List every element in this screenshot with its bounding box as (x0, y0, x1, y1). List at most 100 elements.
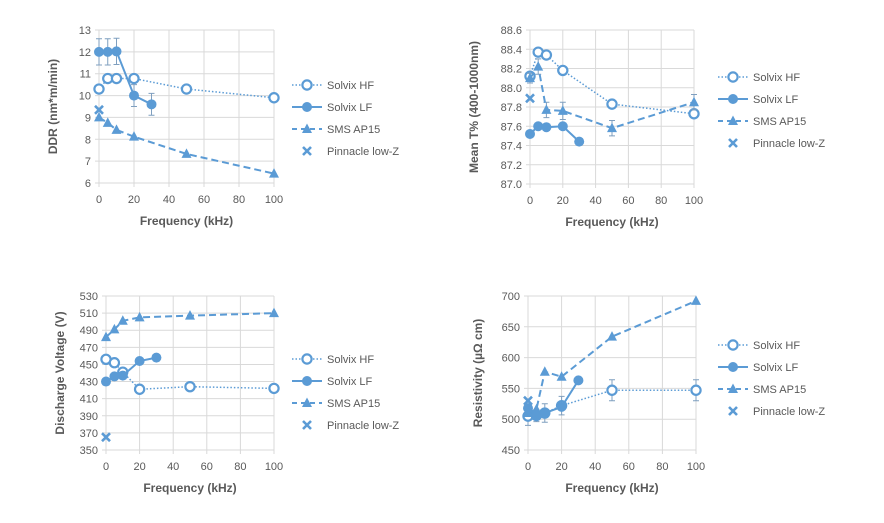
data-point (110, 72, 123, 85)
legend-marker (727, 339, 739, 351)
legend-label: Solvix LF (327, 102, 373, 114)
y-tick-label: 87.2 (501, 160, 522, 172)
x-tick-label: 0 (103, 461, 109, 473)
data-point (101, 432, 111, 443)
legend-label: Solvix LF (327, 376, 373, 388)
legend-marker (302, 146, 312, 156)
x-tick-label: 80 (655, 195, 667, 207)
data-point (523, 395, 533, 406)
y-tick-label: 490 (80, 325, 98, 337)
data-point (101, 331, 111, 342)
legend-item: Solvix HF (718, 339, 800, 352)
data-point (690, 384, 702, 396)
series-sms-ap15 (525, 58, 699, 137)
tick-labels: 6 7 8 9 10 11 12 13 0 20 40 60 80 100 (79, 25, 283, 206)
x-tick-label: 0 (96, 194, 102, 206)
data-point (268, 382, 280, 395)
data-point (111, 46, 122, 57)
data-point (525, 128, 535, 139)
legend-item: Solvix LF (718, 362, 799, 374)
x-axis-title: Frequency (kHz) (143, 481, 236, 495)
y-tick-label: 350 (80, 445, 98, 457)
y-tick-label: 13 (79, 25, 91, 37)
x-tick-label: 100 (265, 461, 283, 473)
data-point (574, 136, 585, 147)
data-point (102, 46, 113, 57)
data-point (531, 403, 542, 414)
y-tick-label: 600 (502, 353, 520, 365)
y-tick-label: 8 (85, 134, 91, 146)
gridlines (526, 29, 695, 188)
legend-item: Solvix HF (718, 71, 800, 84)
y-tick-label: 11 (80, 69, 91, 81)
data-point (539, 366, 550, 376)
x-tick-label: 40 (163, 194, 175, 206)
y-tick-label: 88.4 (501, 44, 522, 56)
legend-label: SMS AP15 (753, 116, 806, 128)
x-tick-label: 0 (525, 461, 531, 473)
y-axis-title: Mean T% (400-1000nm) (467, 41, 481, 173)
legend-marker (728, 362, 738, 372)
x-tick-label: 40 (589, 195, 601, 207)
legend-marker (728, 115, 738, 125)
data-point (185, 310, 195, 320)
x-axis-title: Frequency (kHz) (565, 215, 658, 229)
data-point (540, 49, 553, 61)
tick-labels: 87.0 87.2 87.4 87.6 87.8 88.0 88.2 88.4 88.6 0 20 4… (501, 25, 704, 207)
chart-discharge-voltage-svg: 350 370 390 410 430 450 470 490 510 530 0 20 40 60 80 1… (53, 291, 399, 495)
y-tick-label: 450 (502, 445, 520, 457)
legend-item: Solvix HF (292, 353, 374, 366)
y-tick-label: 550 (502, 383, 520, 395)
x-tick-label: 20 (133, 461, 145, 473)
legend-item: SMS AP15 (292, 397, 380, 410)
y-tick-label: 450 (80, 359, 98, 371)
data-point (573, 375, 584, 386)
y-tick-label: 7 (85, 156, 91, 168)
legend-marker (302, 420, 312, 430)
data-point (93, 83, 105, 95)
data-point (184, 380, 196, 393)
data-point (539, 408, 550, 419)
legend-item: SMS AP15 (718, 383, 806, 396)
y-tick-label: 6 (85, 178, 91, 190)
data-point (146, 99, 157, 110)
legend-label: Solvix LF (753, 94, 799, 106)
data-point (133, 383, 146, 395)
legend-label: Pinnacle low-Z (327, 420, 399, 432)
x-tick-label: 40 (589, 461, 601, 473)
data-point (269, 307, 279, 318)
x-tick-label: 20 (555, 461, 567, 473)
x-axis-title: Frequency (kHz) (565, 481, 658, 495)
data-point (151, 352, 162, 363)
tick-labels: 350 370 390 410 430 450 470 490 510 530 0 20 40 60 80 1… (80, 291, 284, 473)
legend-item: Solvix LF (718, 94, 799, 106)
legend-marker (728, 94, 738, 104)
legend-label: Solvix HF (327, 354, 374, 366)
data-point (180, 83, 193, 95)
y-tick-label: 87.4 (501, 141, 522, 153)
legend-marker (302, 376, 312, 386)
series-line (529, 64, 695, 130)
series-pinnacle-low-z (101, 432, 111, 443)
data-point (523, 407, 533, 418)
legend-label: Solvix HF (327, 80, 374, 92)
legend-label: SMS AP15 (327, 124, 380, 136)
x-tick-label: 60 (622, 195, 634, 207)
series-solvix-hf (522, 379, 702, 426)
legend: Solvix HF Solvix LF SMS AP15 Pinnacle low-Z (718, 71, 825, 150)
data-point (117, 370, 128, 381)
legend-item: SMS AP15 (718, 115, 806, 128)
legend-marker (301, 353, 313, 365)
legend-label: Solvix LF (753, 362, 799, 374)
legend-marker (728, 138, 738, 148)
x-tick-label: 100 (687, 461, 705, 473)
y-tick-label: 88.6 (501, 25, 522, 37)
x-tick-label: 100 (685, 195, 703, 207)
chart-ddr: 6 7 8 9 10 11 12 13 0 20 40 60 80 100 Frequency (kHz) D… (0, 0, 440, 259)
series-solvix-lf (101, 352, 162, 387)
data-point (533, 61, 544, 71)
series-solvix-lf (94, 37, 157, 116)
data-point (129, 131, 139, 141)
y-axis-title: Discharge Voltage (V) (53, 311, 67, 434)
chart-resistivity: 450 500 550 600 650 700 0 20 40 60 80 100 Frequency … (440, 259, 884, 518)
